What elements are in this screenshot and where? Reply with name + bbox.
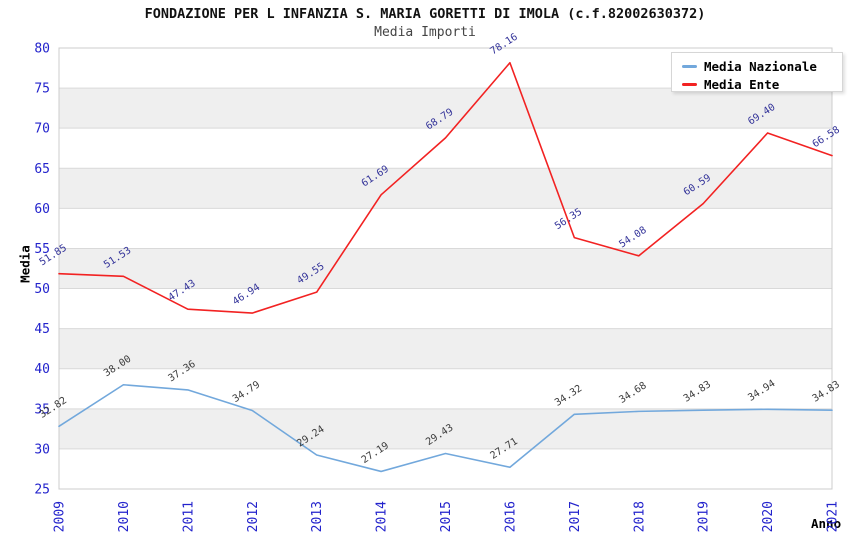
legend-item-media-nazionale: Media Nazionale xyxy=(682,59,842,74)
data-label: 34.68 xyxy=(617,380,648,406)
y-tick-label: 50 xyxy=(34,282,50,297)
x-tick-label: 2016 xyxy=(503,501,518,532)
background-band xyxy=(59,328,832,369)
x-tick-labels: 2009 2010 2011 2012 2013 2014 2015 2016 2017 2018… xyxy=(53,501,841,532)
background-band xyxy=(59,88,832,129)
legend-item-media-ente: Media Ente xyxy=(682,77,842,92)
grid-layer xyxy=(59,87,832,450)
data-label: 54.08 xyxy=(617,225,648,251)
y-tick-label: 40 xyxy=(34,362,50,377)
y-tick-label: 35 xyxy=(34,402,50,417)
legend-label-media-nazionale: Media Nazionale xyxy=(704,59,817,74)
data-label: 34.94 xyxy=(746,378,777,404)
y-tick-label: 60 xyxy=(34,202,50,217)
background-band xyxy=(59,408,832,449)
y-tick-label: 25 xyxy=(34,483,50,498)
data-label: 34.83 xyxy=(811,379,842,405)
y-tick-label: 70 xyxy=(34,122,50,137)
x-tick-label: 2011 xyxy=(181,501,196,532)
y-tick-label: 30 xyxy=(34,442,50,457)
plot-border xyxy=(58,47,833,490)
x-tick-label: 2009 xyxy=(53,501,68,532)
y-tick-label: 45 xyxy=(34,322,50,337)
band-layer xyxy=(59,88,832,449)
legend: Media Nazionale Media Ente xyxy=(671,52,843,92)
y-tick-label: 80 xyxy=(34,42,50,57)
media-nazionale-line-swatch xyxy=(682,65,697,68)
data-label: 78.16 xyxy=(489,32,520,58)
y-tick-labels: 25 30 35 40 45 50 55 60 65 70 75 80 xyxy=(34,42,50,498)
y-tick-label: 65 xyxy=(34,162,50,177)
background-band xyxy=(59,248,832,289)
x-axis-title: Anno xyxy=(811,516,842,531)
x-tick-label: 2019 xyxy=(697,501,712,532)
data-label: 34.32 xyxy=(553,383,584,409)
data-label: 56.35 xyxy=(553,207,584,233)
data-label: 34.83 xyxy=(682,379,713,405)
data-label: 34.79 xyxy=(231,379,262,405)
x-tick-label: 2021 xyxy=(826,501,841,532)
legend-label-media-ente: Media Ente xyxy=(704,77,780,92)
series-line-media-nazionale xyxy=(58,383,833,473)
x-tick-label: 2010 xyxy=(117,501,132,532)
x-tick-label: 2015 xyxy=(439,501,454,532)
x-tick-label: 2013 xyxy=(310,501,325,532)
y-tick-label: 75 xyxy=(34,82,50,97)
chart-title: FONDAZIONE PER L INFANZIA S. MARIA GORET… xyxy=(144,6,706,22)
x-tick-label: 2018 xyxy=(632,501,647,532)
x-tick-label: 2020 xyxy=(761,501,776,532)
background-band xyxy=(59,168,832,209)
x-tick-label: 2017 xyxy=(568,501,583,532)
media-ente-line-swatch xyxy=(682,83,697,86)
y-tick-label: 55 xyxy=(34,242,50,257)
series-line-media-ente xyxy=(58,61,833,314)
x-tick-label: 2014 xyxy=(375,501,390,532)
x-tick-label: 2012 xyxy=(246,501,261,532)
chart-subtitle: Media Importi xyxy=(374,25,476,40)
